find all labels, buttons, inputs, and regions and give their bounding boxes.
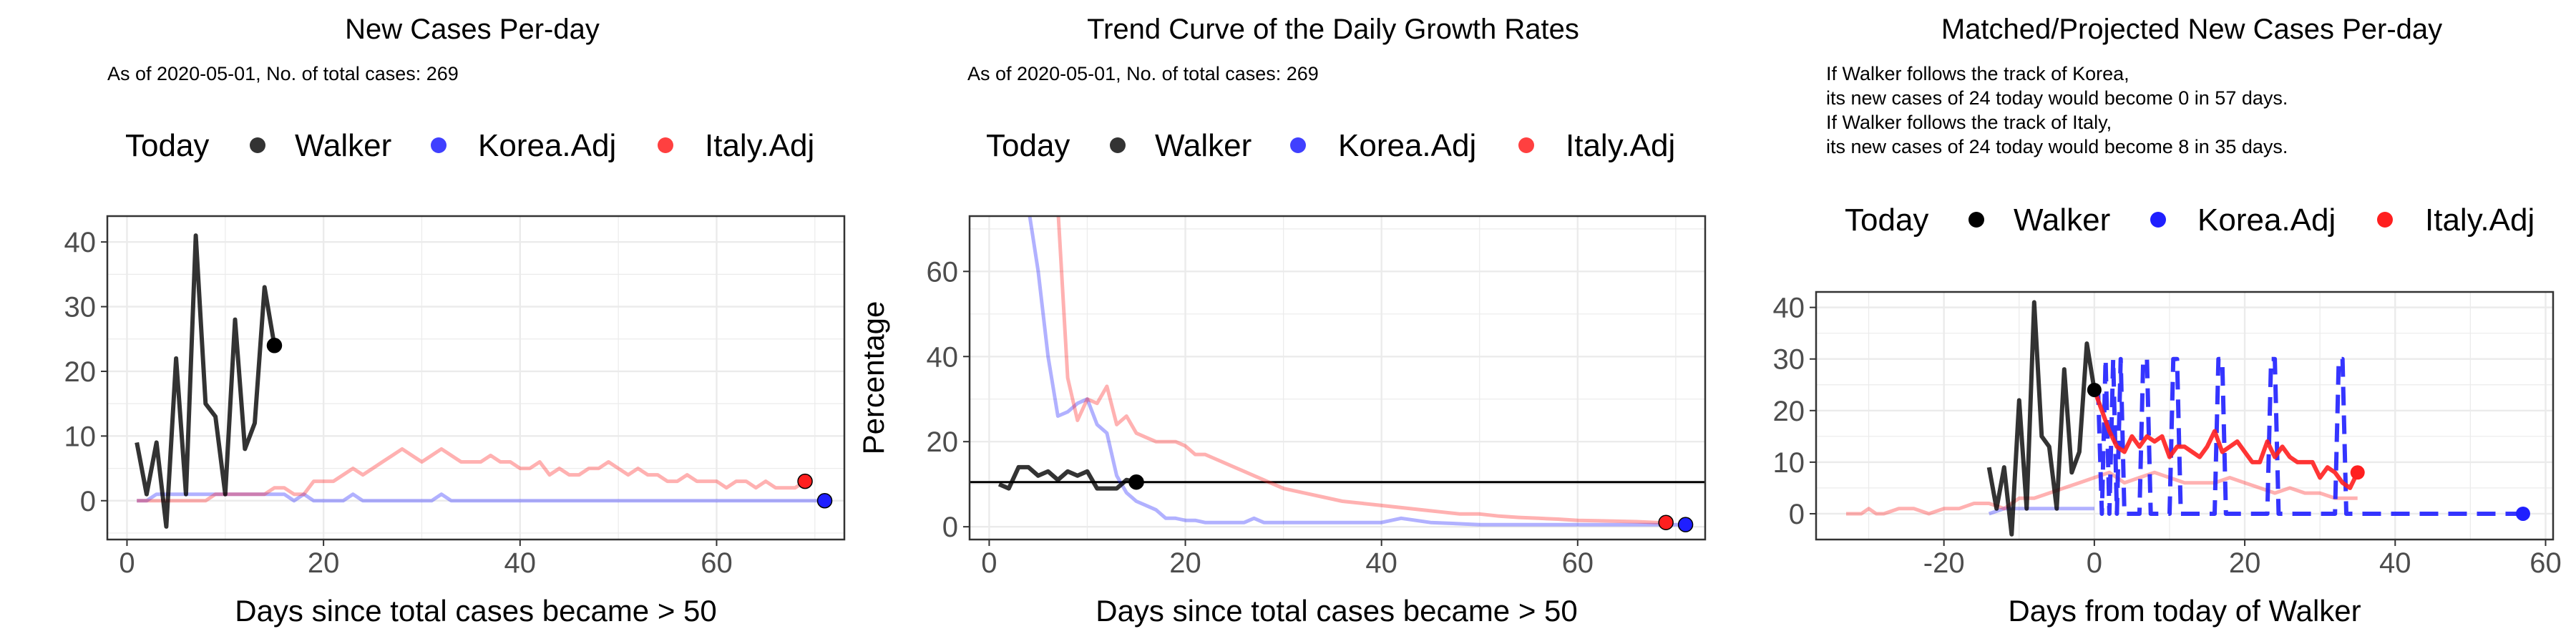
x-tick-label: 60 bbox=[701, 547, 733, 579]
end-point-walker bbox=[1128, 474, 1144, 490]
end-point-walker bbox=[2087, 382, 2102, 397]
panel-subtitle: As of 2020-05-01, No. of total cases: 26… bbox=[967, 63, 1319, 84]
y-tick-label: 0 bbox=[80, 486, 96, 517]
series-line-walker bbox=[135, 233, 277, 529]
end-point-korea-adj bbox=[1677, 517, 1694, 532]
x-tick-label: 20 bbox=[2229, 547, 2261, 579]
legend-title: Today bbox=[1845, 203, 1928, 238]
end-point-italy-adj-projected bbox=[2350, 465, 2365, 480]
end-point-italy-adj bbox=[1658, 514, 1674, 530]
panel-subtitle-line: its new cases of 24 today would become 8… bbox=[1826, 136, 2288, 157]
legend-label-korea: Korea.Adj bbox=[1338, 128, 1476, 163]
legend-title: Today bbox=[986, 128, 1070, 163]
legend-key-italy bbox=[658, 137, 673, 153]
series-line-italy-adj bbox=[1056, 216, 1667, 525]
panel-title: Matched/Projected New Cases Per-day bbox=[1941, 14, 2442, 45]
series-line-walker bbox=[1986, 300, 2097, 537]
x-axis-label: Days from today of Walker bbox=[2008, 594, 2361, 628]
legend-label-korea: Korea.Adj bbox=[2197, 203, 2336, 238]
panel-subtitle-line: If Walker follows the track of Italy, bbox=[1826, 112, 2112, 133]
x-tick-label: 0 bbox=[981, 547, 997, 579]
panel-border bbox=[106, 215, 846, 541]
legend: Today Walker Korea.Adj Italy.Adj bbox=[125, 128, 814, 163]
panel-projected-cases: Matched/Projected New Cases Per-day If W… bbox=[1773, 14, 2562, 628]
y-tick-label: 20 bbox=[1773, 396, 1805, 427]
panel-subtitle-line: If Walker follows the track of Korea, bbox=[1826, 63, 2129, 84]
legend-title: Today bbox=[125, 128, 209, 163]
legend-key-walker bbox=[1968, 212, 1984, 228]
y-tick-label: 0 bbox=[942, 512, 958, 543]
y-tick-label: 20 bbox=[64, 356, 97, 388]
end-point-italy-adj bbox=[797, 473, 813, 489]
y-tick-label: 10 bbox=[1773, 447, 1805, 479]
plot-area: 0 20 40 60 0 10 20 30 40 bbox=[64, 215, 846, 579]
legend-key-italy bbox=[2377, 212, 2393, 228]
panel-border bbox=[1815, 291, 2555, 541]
legend-key-korea bbox=[1290, 137, 1306, 153]
x-tick-label: 20 bbox=[1169, 547, 1201, 579]
plot-area: -20 0 20 40 60 0 10 20 30 40 bbox=[1773, 291, 2562, 579]
legend-label-walker: Walker bbox=[2014, 203, 2110, 238]
y-tick-label: 0 bbox=[1789, 499, 1805, 530]
legend-key-walker bbox=[250, 137, 265, 153]
legend-key-walker bbox=[1110, 137, 1126, 153]
plot-background bbox=[970, 216, 1705, 540]
legend: Today Walker Korea.Adj Italy.Adj bbox=[1845, 203, 2534, 238]
series-line-korea-adj-projected bbox=[2094, 356, 2523, 516]
legend-label-italy: Italy.Adj bbox=[1566, 128, 1675, 163]
legend-label-korea: Korea.Adj bbox=[478, 128, 616, 163]
series-line-italy-adj-matched bbox=[1846, 470, 2358, 516]
legend-key-korea bbox=[2150, 212, 2166, 228]
y-tick-label: 20 bbox=[927, 426, 959, 458]
x-tick-label: -20 bbox=[1923, 547, 1965, 579]
panel-title: Trend Curve of the Daily Growth Rates bbox=[1087, 14, 1579, 45]
legend-label-italy: Italy.Adj bbox=[705, 128, 814, 163]
x-tick-label: 60 bbox=[2529, 547, 2562, 579]
x-tick-label: 40 bbox=[1365, 547, 1397, 579]
plot-background bbox=[107, 216, 844, 540]
x-tick-label: 60 bbox=[1562, 547, 1594, 579]
legend: Today Walker Korea.Adj Italy.Adj bbox=[986, 128, 1675, 163]
y-tick-label: 30 bbox=[64, 292, 97, 323]
series-layer bbox=[970, 216, 1705, 527]
end-point-korea-adj-projected bbox=[2515, 506, 2530, 521]
series-line-italy-adj bbox=[137, 447, 806, 503]
series-layer bbox=[135, 233, 825, 529]
series-layer bbox=[1846, 300, 2523, 537]
legend-label-walker: Walker bbox=[1155, 128, 1252, 163]
plot-area: 0 20 40 60 0 20 40 60 bbox=[927, 215, 1707, 579]
y-tick-label: 40 bbox=[927, 341, 959, 373]
legend-key-italy bbox=[1518, 137, 1534, 153]
y-tick-label: 40 bbox=[1773, 293, 1805, 324]
y-axis-label: Percentage bbox=[857, 301, 890, 455]
series-line-korea-adj bbox=[1028, 216, 1686, 527]
panel-growth-rates: Trend Curve of the Daily Growth Rates As… bbox=[857, 14, 1707, 628]
x-tick-label: 40 bbox=[504, 547, 537, 579]
legend-label-italy: Italy.Adj bbox=[2425, 203, 2534, 238]
end-point-walker bbox=[266, 338, 283, 353]
series-line-italy-adj-projected bbox=[2092, 389, 2360, 490]
panel-subtitle-line: its new cases of 24 today would become 0… bbox=[1826, 87, 2288, 109]
panel-new-cases: New Cases Per-day As of 2020-05-01, No. … bbox=[64, 14, 846, 628]
x-axis-label: Days since total cases became > 50 bbox=[235, 594, 717, 628]
panel-title: New Cases Per-day bbox=[345, 14, 600, 45]
x-tick-label: 40 bbox=[2379, 547, 2411, 579]
panel-subtitle: As of 2020-05-01, No. of total cases: 26… bbox=[107, 63, 459, 84]
series-line-korea-adj bbox=[137, 492, 825, 503]
y-tick-label: 40 bbox=[64, 227, 97, 258]
legend-key-korea bbox=[431, 137, 447, 153]
y-tick-label: 60 bbox=[927, 256, 959, 288]
x-tick-label: 0 bbox=[119, 547, 135, 579]
y-tick-label: 10 bbox=[64, 421, 97, 452]
x-tick-label: 0 bbox=[2087, 547, 2102, 579]
legend-label-walker: Walker bbox=[295, 128, 391, 163]
panel-border bbox=[968, 215, 1707, 541]
plot-background bbox=[1816, 292, 2553, 540]
y-tick-label: 30 bbox=[1773, 344, 1805, 376]
x-tick-label: 20 bbox=[308, 547, 340, 579]
series-line-walker bbox=[997, 464, 1137, 491]
x-axis-label: Days since total cases became > 50 bbox=[1096, 594, 1578, 628]
end-point-korea-adj bbox=[816, 493, 833, 509]
